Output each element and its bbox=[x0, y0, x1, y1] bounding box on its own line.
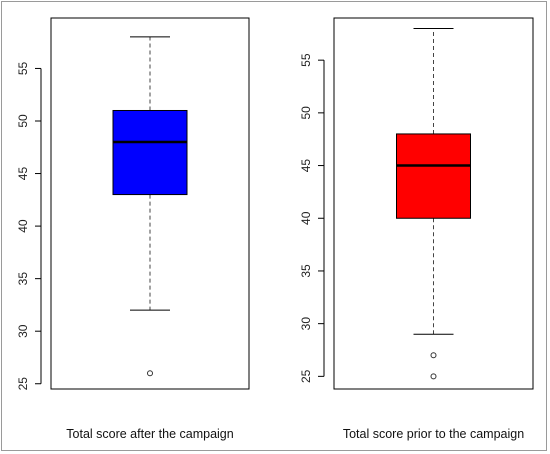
prior-plot-area bbox=[333, 17, 534, 390]
after-y-tick-label-35: 35 bbox=[16, 272, 30, 286]
prior-y-tick-label-25: 25 bbox=[299, 369, 313, 383]
after-y-tick-label-50: 50 bbox=[16, 114, 30, 128]
after-y-tick-label-55: 55 bbox=[16, 61, 30, 75]
prior-y-tick-label-40: 40 bbox=[299, 211, 313, 225]
prior-iqr-box bbox=[396, 133, 471, 219]
prior-y-tick-label-30: 30 bbox=[299, 317, 313, 331]
after-y-tick-label-25: 25 bbox=[16, 377, 30, 391]
after-plot-area bbox=[50, 17, 250, 390]
after-y-tick-label-45: 45 bbox=[16, 167, 30, 181]
after-x-label: Total score after the campaign bbox=[66, 427, 233, 441]
prior-y-tick-label-45: 45 bbox=[299, 159, 313, 173]
prior-y-tick-label-50: 50 bbox=[299, 106, 313, 120]
prior-y-tick-label-35: 35 bbox=[299, 264, 313, 278]
prior-outlier-1 bbox=[430, 373, 437, 380]
after-iqr-box bbox=[112, 109, 188, 196]
prior-outlier-0 bbox=[430, 352, 437, 359]
after-y-tick-label-30: 30 bbox=[16, 324, 30, 338]
after-outlier-0 bbox=[147, 370, 153, 377]
prior-y-tick-label-55: 55 bbox=[299, 53, 313, 67]
after-y-tick-label-40: 40 bbox=[16, 219, 30, 233]
prior-x-label: Total score prior to the campaign bbox=[343, 427, 524, 441]
